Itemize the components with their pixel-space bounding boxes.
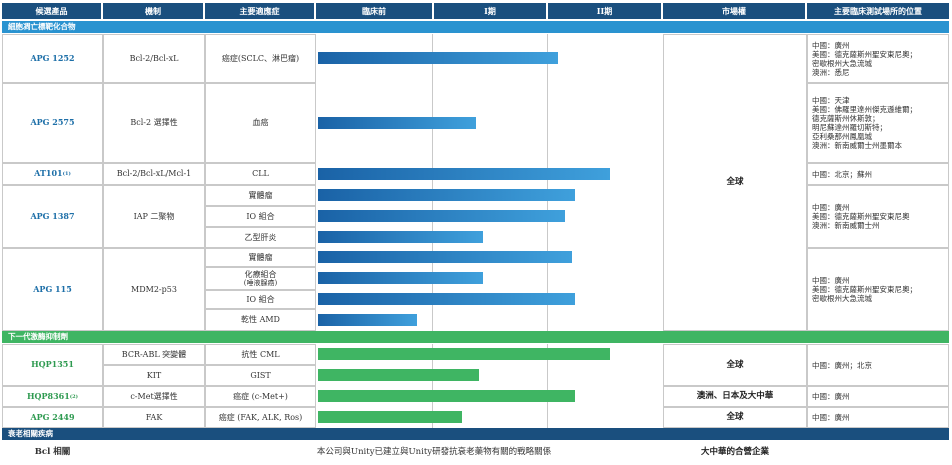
mechanism-apg1387: IAP 二聚物 <box>103 185 205 248</box>
mechanism-at101: Bcl-2/Bcl-xL/Mcl-1 <box>103 163 205 185</box>
indication-apg1387-2: IO 組合 <box>205 206 316 227</box>
indication-apg1387-1: 實體瘤 <box>205 185 316 206</box>
indication-hqp1351-2: GIST <box>205 365 316 386</box>
header-market: 市場權 <box>663 3 805 19</box>
indication-apg1252: 癌症(SCLC、淋巴瘤) <box>205 34 316 83</box>
locations-apg1387: 中國：廣州 美國：德克薩斯州聖安東尼奧 澳洲：新南威爾士州 <box>807 185 949 248</box>
progress-bar-apg2575 <box>318 117 476 129</box>
mechanism-apg115: MDM2-p53 <box>103 248 205 331</box>
locations-apg115: 中國：廣州 美國：德克薩斯州聖安東尼奧； 密歇根州大急流城 <box>807 248 949 331</box>
progress-bar-hqp1351-2 <box>318 369 479 381</box>
indication-hqp8361: 癌症 (c-Met+) <box>205 386 316 407</box>
section-apoptosis: 細胞凋亡標靶化合物 <box>2 21 949 33</box>
indication-apg115-3: IO 組合 <box>205 290 316 309</box>
progress-bar-apg2449 <box>318 411 462 423</box>
progress-bar-apg1387-3 <box>318 231 483 243</box>
progress-bar-hqp8361 <box>318 390 575 402</box>
locations-hqp8361: 中國：廣州 <box>807 386 949 407</box>
mechanism-apg2449: FAK <box>103 407 205 428</box>
header-phase2: II期 <box>548 3 661 19</box>
mechanism-hqp8361: c-Met選擇性 <box>103 386 205 407</box>
indication-apg115-1: 實體瘤 <box>205 248 316 267</box>
progress-bar-apg115-1 <box>318 251 572 263</box>
progress-bar-apg1387-2 <box>318 210 565 222</box>
progress-bar-apg1252 <box>318 52 558 64</box>
header-preclinical: 臨床前 <box>316 3 432 19</box>
header-phase1: I期 <box>434 3 546 19</box>
progress-bar-apg115-3 <box>318 293 575 305</box>
market-hqp8361: 澳洲、日本及大中華 <box>663 386 807 407</box>
locations-apg2449: 中國：廣州 <box>807 407 949 428</box>
candidate-apg2575: APG 2575 <box>2 83 103 163</box>
market-apg2449: 全球 <box>663 407 807 428</box>
indication-apg1387-3: 乙型肝炎 <box>205 227 316 248</box>
grid-line <box>547 344 548 428</box>
section-aging: 衰老相關疾病 <box>2 428 949 440</box>
candidate-apg115: APG 115 <box>2 248 103 331</box>
candidate-bcl-related: Bcl 相關 <box>34 447 71 457</box>
progress-bar-apg115-2 <box>318 272 483 284</box>
progress-bar-hqp1351-1 <box>318 348 610 360</box>
candidate-apg1387: APG 1387 <box>2 185 103 248</box>
market-hqp1351: 全球 <box>663 344 807 386</box>
candidate-apg1252: APG 1252 <box>2 34 103 83</box>
indication-apg2575: 血癌 <box>205 83 316 163</box>
aging-description: 本公司與Unity已建立與Unity研發抗衰老藥物有關的戰略關係 <box>316 447 552 457</box>
locations-at101: 中國：北京；蘇州 <box>807 163 949 185</box>
market-aging: 大中華的合營企業 <box>700 447 769 457</box>
candidate-hqp8361: HQP8361 (2) <box>2 386 103 407</box>
market-apoptosis: 全球 <box>663 34 807 331</box>
candidate-at101: AT101 (1) <box>2 163 103 185</box>
locations-hqp1351: 中國：廣州；北京 <box>807 344 949 386</box>
locations-apg1252: 中國：廣州 美國：德克薩斯州聖安東尼奧； 密歇根州大急流城 澳洲：悉尼 <box>807 34 949 83</box>
mechanism-hqp1351-1: BCR-ABL 突變體 <box>103 344 205 365</box>
header-locations: 主要臨床測試場所的位置 <box>807 3 949 19</box>
indication-apg115-4: 乾性 AMD <box>205 309 316 331</box>
header-mechanism: 機制 <box>103 3 203 19</box>
grid-line <box>432 34 433 331</box>
locations-apg2575: 中國：天津 美國：佛羅里達州傑克遜維爾； 德克薩斯州休斯敦； 明尼蘇達州羅切斯特； 亞利… <box>807 83 949 163</box>
mechanism-apg2575: Bcl-2 選擇性 <box>103 83 205 163</box>
header-candidate: 候選產品 <box>2 3 101 19</box>
indication-hqp1351-1: 抗性 CML <box>205 344 316 365</box>
indication-apg115-2: 化療組合 (唾液腺癌) <box>205 267 316 290</box>
header-indication: 主要適應症 <box>205 3 314 19</box>
indication-apg2449: 癌症 (FAK, ALK, Ros) <box>205 407 316 428</box>
candidate-hqp1351: HQP1351 <box>2 344 103 386</box>
progress-bar-apg1387-1 <box>318 189 575 201</box>
section-next-gen: 下一代激酶抑制劑 <box>2 331 949 343</box>
mechanism-hqp1351-2: KIT <box>103 365 205 386</box>
progress-bar-apg115-4 <box>318 314 417 326</box>
candidate-apg2449: APG 2449 <box>2 407 103 428</box>
grid-line <box>432 344 433 428</box>
mechanism-apg1252: Bcl-2/Bcl-xL <box>103 34 205 83</box>
grid-line <box>547 34 548 331</box>
indication-at101: CLL <box>205 163 316 185</box>
progress-bar-at101 <box>318 168 610 180</box>
